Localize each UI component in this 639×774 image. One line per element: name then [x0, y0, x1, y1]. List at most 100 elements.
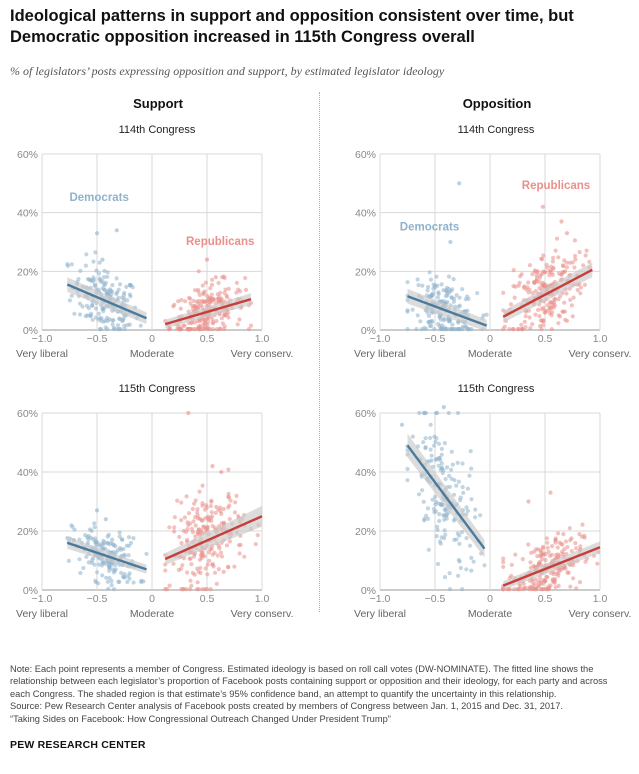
republican-point	[542, 282, 547, 287]
republican-point	[543, 558, 548, 563]
x-tick-label: 0	[487, 593, 493, 605]
democrat-point	[84, 554, 89, 559]
democrat-point	[437, 511, 442, 517]
republican-point	[234, 280, 239, 285]
democrat-fit-line	[66, 283, 147, 320]
democrat-point	[438, 541, 443, 546]
republican-point	[221, 506, 226, 512]
republican-point	[512, 587, 517, 592]
republican-point	[195, 510, 200, 515]
democrat-point	[110, 537, 115, 542]
republican-point	[197, 557, 203, 562]
republican-point	[559, 219, 564, 224]
republican-point	[204, 505, 209, 510]
democrat-point	[438, 458, 443, 463]
republican-point	[549, 327, 554, 332]
republican-point	[579, 534, 585, 539]
democrat-point	[126, 535, 132, 540]
democrat-point	[109, 578, 114, 584]
democrat-point	[122, 552, 127, 557]
democrat-point	[97, 276, 102, 281]
y-tick-label: 60%	[355, 149, 376, 161]
democrat-point	[455, 531, 460, 536]
democrat-point	[457, 541, 462, 547]
republican-point	[527, 263, 533, 268]
republican-point	[205, 572, 210, 577]
brand-logo-text: PEW RESEARCH CENTER	[10, 739, 146, 751]
republican-point	[182, 515, 187, 520]
democrat-point	[117, 530, 122, 535]
republican-point	[186, 511, 192, 516]
democrat-point	[420, 283, 425, 288]
republican-point	[179, 500, 184, 505]
democrat-point	[428, 447, 433, 452]
republican-point	[218, 505, 223, 510]
democrat-point	[405, 466, 410, 472]
republican-point	[549, 305, 554, 310]
republican-point	[527, 587, 532, 592]
democrat-point	[127, 282, 132, 287]
panel-title: 115th Congress	[119, 383, 196, 395]
democrat-point	[105, 541, 110, 546]
republican-point	[528, 560, 533, 565]
democrat-point	[459, 530, 465, 535]
note-text: Note: Each point represents a member of …	[10, 664, 608, 699]
republican-point	[578, 544, 583, 549]
republican-point	[563, 539, 569, 544]
democrat-point	[109, 583, 114, 588]
republican-point	[195, 287, 201, 292]
x-tick-label: 0.5	[200, 593, 215, 605]
republican-confidence-band	[165, 505, 262, 565]
republican-point	[523, 325, 528, 330]
democrat-point	[66, 558, 71, 564]
republican-point	[172, 302, 177, 307]
republican-point	[226, 564, 231, 570]
democrat-point	[98, 327, 103, 332]
republican-point	[179, 518, 184, 523]
republican-point	[224, 313, 229, 318]
republican-point	[561, 532, 566, 537]
republican-point	[188, 587, 193, 592]
democrat-point	[465, 508, 470, 513]
democrat-point	[452, 478, 457, 483]
label-republicans: Republicans	[186, 236, 254, 248]
democrat-point	[471, 559, 476, 564]
democrat-point	[80, 304, 85, 309]
republican-point	[556, 531, 561, 536]
republican-point	[541, 551, 546, 556]
y-tick-label: 40%	[17, 467, 38, 479]
republican-point	[243, 275, 248, 281]
democrat-point	[69, 293, 74, 298]
report-title-text: “Taking Sides on Facebook: How Congressi…	[10, 713, 391, 724]
democrat-point	[436, 321, 441, 327]
democrat-point	[452, 537, 457, 543]
republican-point	[595, 561, 600, 566]
democrat-fit-line	[66, 541, 147, 571]
x-tick-label: 1.0	[593, 333, 608, 345]
democrat-point	[433, 494, 438, 499]
republican-point	[532, 587, 537, 592]
republican-point	[235, 322, 240, 327]
democrat-point	[449, 295, 454, 300]
chart-notes: Note: Each point represents a member of …	[10, 663, 630, 725]
democrat-point	[121, 574, 126, 579]
republican-point	[202, 289, 207, 294]
republican-point	[536, 307, 541, 312]
democrat-point	[88, 313, 93, 319]
republican-point	[192, 572, 197, 577]
republican-fit-line	[164, 298, 252, 326]
democrat-point	[93, 250, 98, 255]
republican-point	[573, 541, 578, 546]
democrat-point	[104, 315, 110, 320]
republican-point	[198, 565, 203, 571]
democrat-point	[92, 521, 97, 526]
democrat-point	[439, 535, 444, 540]
republican-point	[530, 322, 535, 327]
republican-point	[540, 581, 545, 586]
republican-point	[547, 269, 552, 274]
democrat-point	[107, 575, 112, 581]
democrat-point	[448, 239, 453, 245]
republican-point	[550, 259, 556, 264]
democrat-point	[442, 517, 447, 522]
democrat-point	[428, 277, 434, 282]
